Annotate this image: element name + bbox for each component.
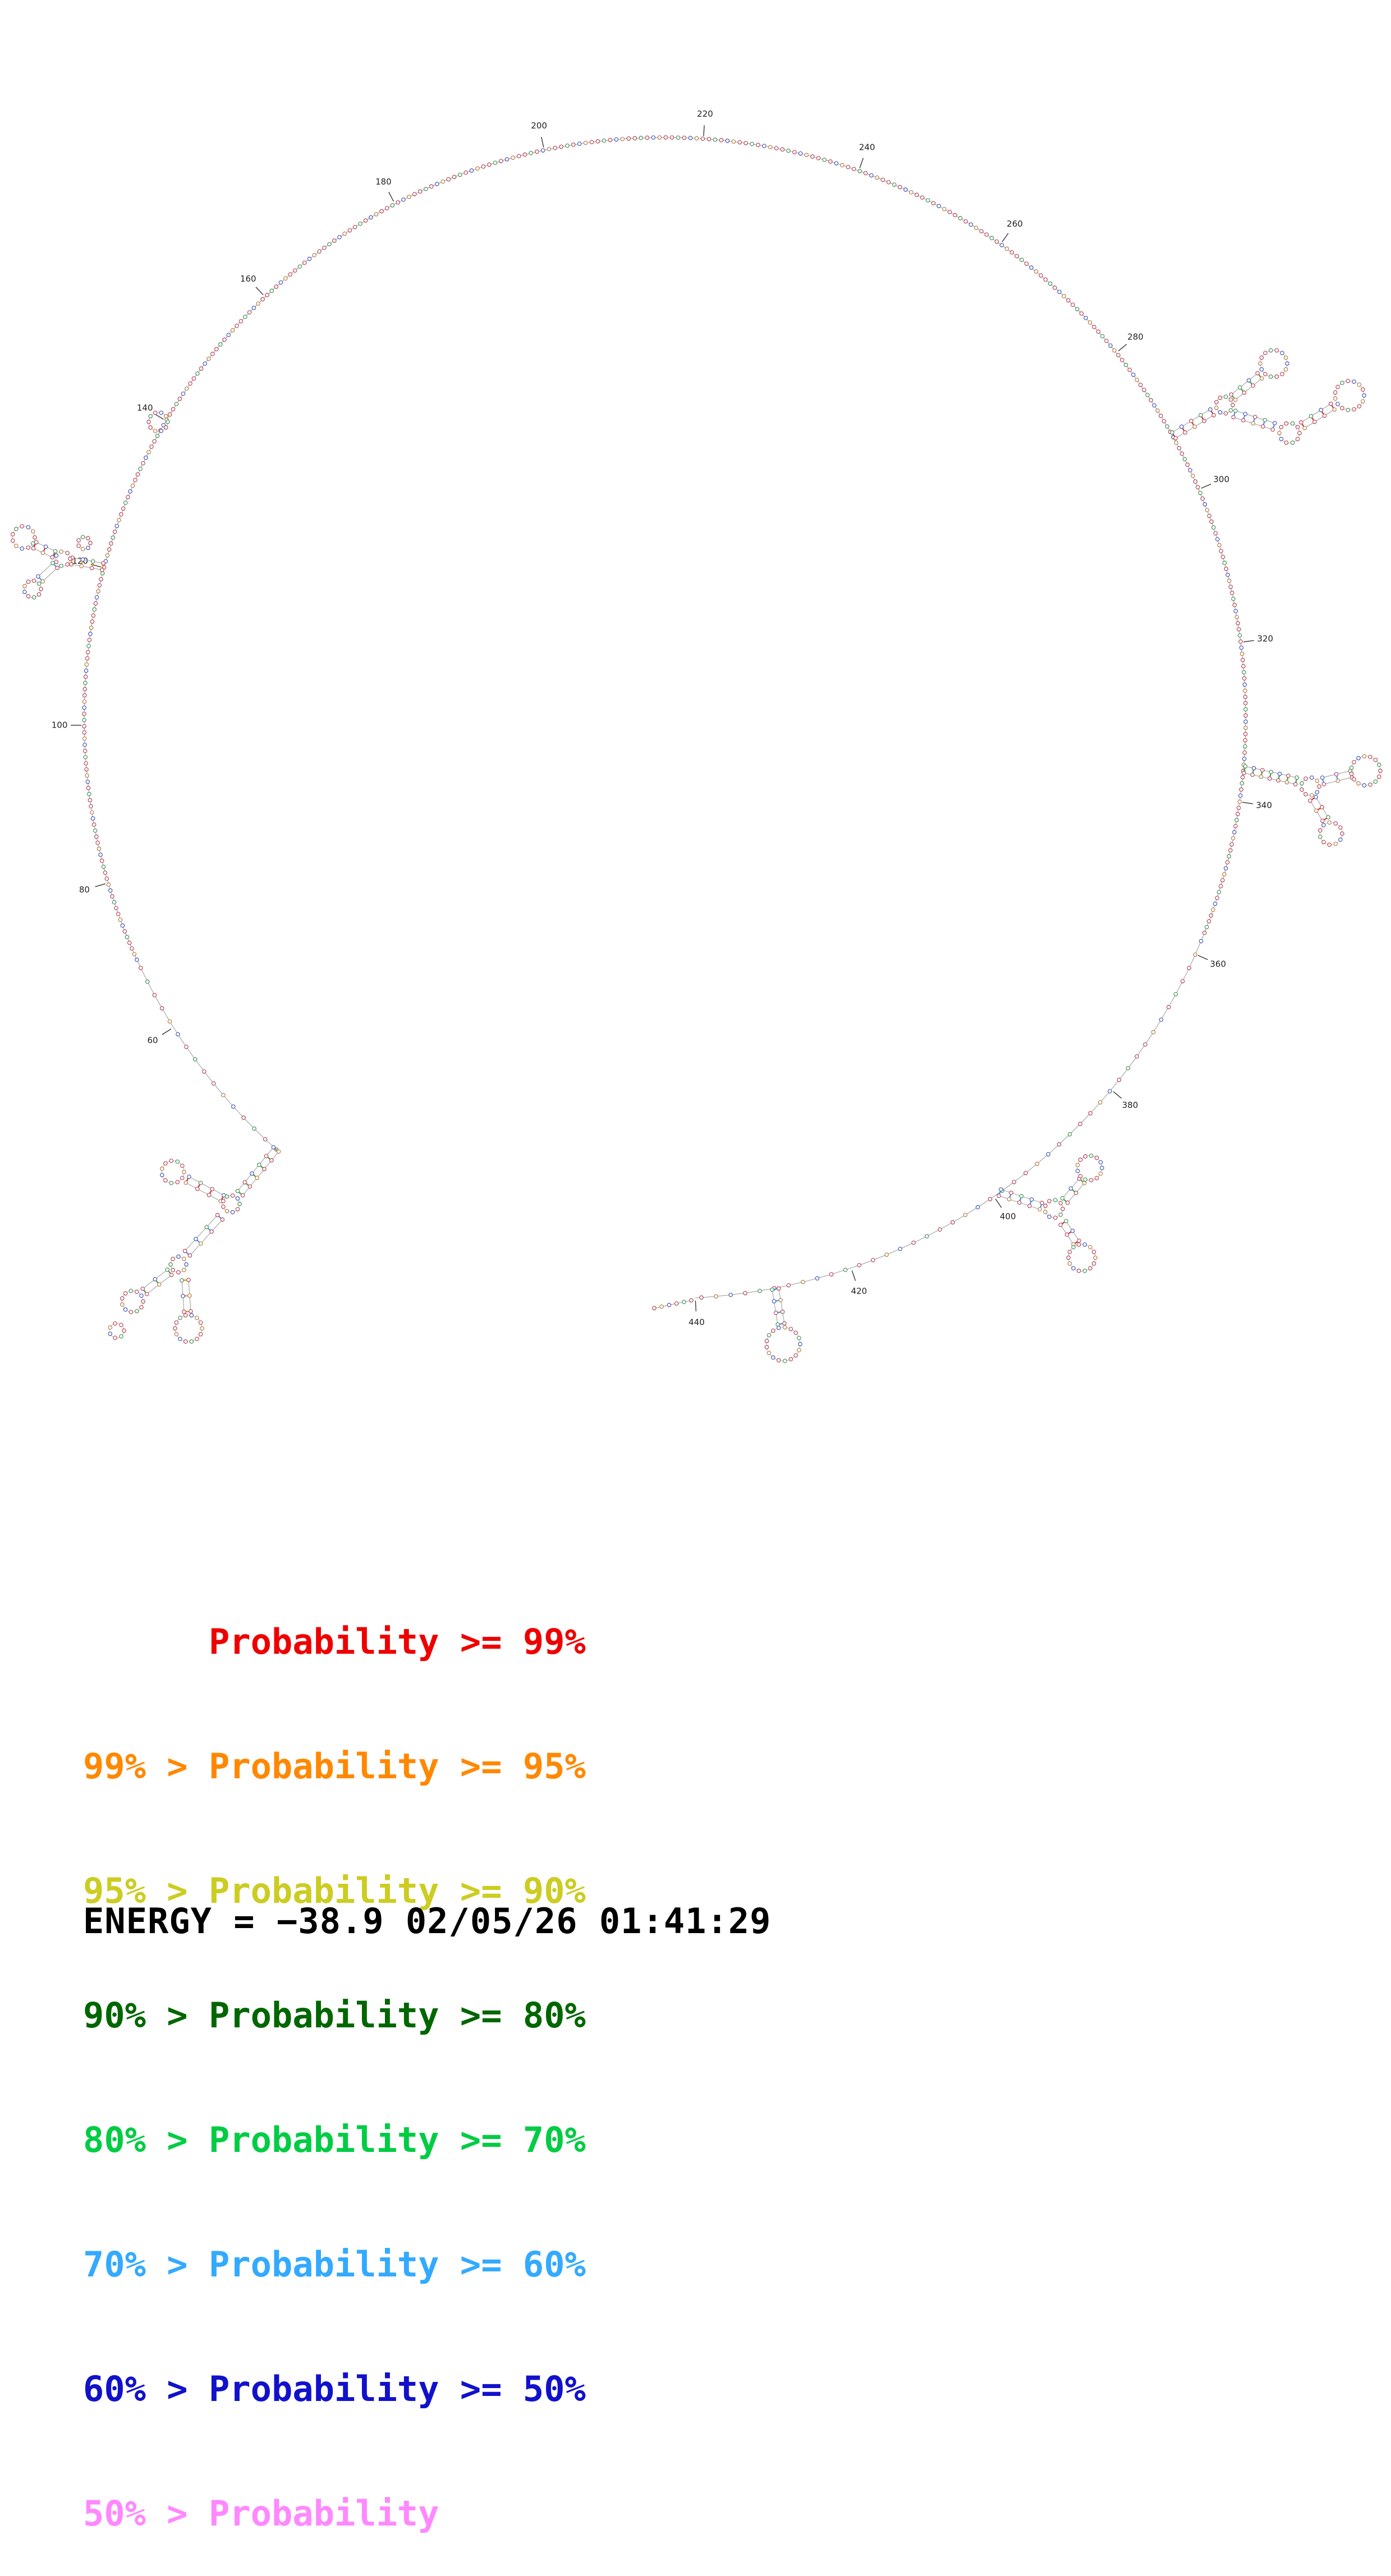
backbone-arc (82, 136, 1247, 1299)
svg-text:400: 400 (1000, 1212, 1016, 1222)
svg-text:240: 240 (859, 142, 875, 152)
svg-text:200: 200 (531, 121, 547, 131)
multibranch-bottom-left (108, 1146, 281, 1344)
legend-line-lt50: 50% > Probability (83, 2493, 586, 2534)
legend-line-99: Probability >= 99% (83, 1621, 586, 1663)
svg-text:340: 340 (1256, 800, 1272, 810)
probability-legend: Probability >= 99% 99% > Probability >= … (83, 1538, 586, 2576)
legend-line-80: 90% > Probability >= 80% (83, 1995, 586, 2036)
bulge-left (147, 411, 169, 433)
svg-text:360: 360 (1210, 959, 1226, 969)
svg-text:160: 160 (240, 274, 256, 284)
svg-text:420: 420 (851, 1286, 867, 1296)
legend-line-60: 70% > Probability >= 60% (83, 2244, 586, 2285)
svg-text:280: 280 (1127, 332, 1144, 342)
svg-text:100: 100 (52, 720, 68, 730)
energy-line: ENERGY = −38.9 02/05/26 01:41:29 (83, 1901, 771, 1942)
svg-text:440: 440 (688, 1317, 705, 1327)
svg-text:300: 300 (1213, 474, 1229, 484)
hairpin-top-right (1170, 348, 1366, 444)
svg-text:320: 320 (1257, 634, 1273, 644)
svg-text:80: 80 (79, 885, 90, 895)
legend-line-50: 60% > Probability >= 50% (83, 2368, 586, 2410)
hairpin-left (11, 525, 105, 599)
sequence-ticks: 6080100120140160180200220240260280300320… (52, 109, 1273, 1327)
svg-text:380: 380 (1122, 1100, 1138, 1110)
svg-text:140: 140 (137, 403, 153, 413)
legend-line-95: 99% > Probability >= 95% (83, 1746, 586, 1787)
legend-line-70: 80% > Probability >= 70% (83, 2119, 586, 2161)
rna-structure-plot: 6080100120140160180200220240260280300320… (0, 0, 1391, 1436)
terminal-tail (653, 1299, 693, 1310)
svg-text:220: 220 (697, 109, 713, 119)
svg-text:60: 60 (147, 1036, 158, 1046)
hairpin-bottom (765, 1287, 802, 1363)
svg-text:180: 180 (375, 177, 392, 187)
svg-text:260: 260 (1007, 219, 1023, 229)
